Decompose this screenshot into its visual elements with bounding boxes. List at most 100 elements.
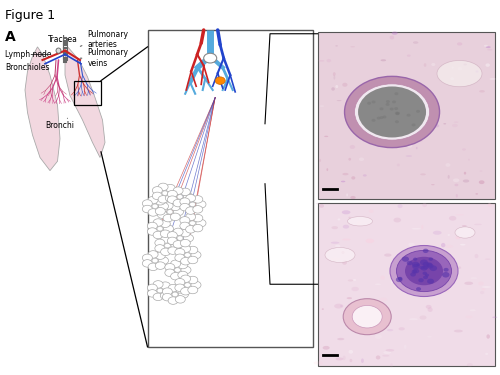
Circle shape: [168, 297, 178, 304]
Ellipse shape: [487, 49, 492, 51]
Ellipse shape: [460, 244, 466, 246]
Text: B: B: [151, 38, 162, 51]
Ellipse shape: [455, 227, 475, 238]
Circle shape: [423, 275, 428, 279]
Ellipse shape: [440, 266, 444, 271]
Circle shape: [372, 119, 376, 122]
Circle shape: [191, 281, 201, 289]
Circle shape: [160, 248, 170, 256]
Circle shape: [178, 291, 188, 298]
Circle shape: [164, 225, 173, 232]
Circle shape: [382, 116, 386, 118]
Circle shape: [158, 211, 168, 218]
Circle shape: [148, 251, 158, 258]
Circle shape: [422, 262, 430, 267]
Circle shape: [142, 254, 152, 262]
Ellipse shape: [337, 338, 344, 340]
Circle shape: [426, 262, 432, 267]
Text: Terminal
bronchiole: Terminal bronchiole: [340, 317, 380, 336]
Circle shape: [156, 252, 166, 260]
Ellipse shape: [437, 60, 482, 87]
Text: Bronchi: Bronchi: [45, 118, 74, 130]
Ellipse shape: [338, 218, 340, 220]
Ellipse shape: [478, 281, 484, 285]
Ellipse shape: [334, 76, 336, 80]
Ellipse shape: [404, 345, 406, 349]
Ellipse shape: [480, 291, 484, 294]
Circle shape: [386, 103, 390, 106]
Ellipse shape: [362, 312, 366, 315]
Ellipse shape: [462, 225, 466, 227]
Circle shape: [193, 206, 203, 213]
Ellipse shape: [453, 178, 460, 182]
Circle shape: [178, 261, 188, 269]
Ellipse shape: [342, 210, 350, 214]
Ellipse shape: [406, 155, 412, 157]
Ellipse shape: [350, 359, 352, 362]
Circle shape: [184, 253, 190, 257]
Ellipse shape: [392, 32, 398, 35]
Ellipse shape: [348, 350, 353, 354]
Ellipse shape: [348, 217, 372, 226]
Ellipse shape: [492, 316, 498, 318]
Ellipse shape: [384, 254, 392, 257]
Text: D: D: [321, 206, 332, 219]
Circle shape: [171, 242, 181, 249]
Ellipse shape: [450, 77, 454, 80]
Ellipse shape: [336, 100, 342, 101]
Circle shape: [188, 256, 198, 264]
Ellipse shape: [398, 327, 405, 330]
Ellipse shape: [402, 98, 408, 99]
Circle shape: [170, 273, 180, 280]
Ellipse shape: [386, 349, 394, 352]
Ellipse shape: [353, 279, 356, 281]
Ellipse shape: [361, 358, 364, 363]
Circle shape: [160, 292, 170, 299]
Circle shape: [344, 76, 440, 148]
Circle shape: [180, 198, 190, 206]
Ellipse shape: [333, 72, 336, 76]
Ellipse shape: [462, 148, 466, 151]
Ellipse shape: [375, 334, 382, 339]
Ellipse shape: [476, 70, 478, 73]
Circle shape: [152, 204, 158, 209]
Ellipse shape: [446, 163, 450, 167]
Ellipse shape: [340, 305, 342, 307]
Text: Terminal
bronchiole: Terminal bronchiole: [408, 39, 448, 59]
Circle shape: [386, 100, 390, 103]
Ellipse shape: [427, 258, 434, 262]
Ellipse shape: [486, 334, 490, 339]
Circle shape: [180, 239, 190, 247]
Ellipse shape: [346, 297, 352, 299]
Circle shape: [423, 265, 428, 270]
Circle shape: [142, 200, 152, 207]
Ellipse shape: [432, 104, 438, 107]
Ellipse shape: [430, 257, 434, 261]
Circle shape: [186, 226, 196, 233]
Ellipse shape: [452, 66, 454, 69]
Circle shape: [367, 102, 371, 105]
Ellipse shape: [454, 184, 458, 186]
Circle shape: [412, 270, 417, 273]
Circle shape: [174, 268, 180, 272]
Ellipse shape: [456, 214, 464, 215]
Text: Terminal
bronchiole: Terminal bronchiole: [228, 39, 264, 53]
Ellipse shape: [448, 175, 450, 179]
Ellipse shape: [352, 176, 356, 180]
Ellipse shape: [480, 170, 482, 172]
Circle shape: [158, 202, 168, 210]
Ellipse shape: [474, 254, 478, 258]
Circle shape: [398, 277, 402, 280]
Ellipse shape: [342, 238, 350, 241]
Ellipse shape: [366, 238, 374, 243]
Ellipse shape: [363, 174, 366, 177]
Circle shape: [204, 53, 216, 63]
Ellipse shape: [366, 310, 369, 312]
Ellipse shape: [320, 105, 324, 107]
Circle shape: [196, 219, 206, 227]
Ellipse shape: [398, 204, 402, 208]
Ellipse shape: [376, 356, 380, 360]
Circle shape: [180, 203, 190, 211]
Circle shape: [354, 84, 430, 140]
Ellipse shape: [413, 41, 418, 44]
